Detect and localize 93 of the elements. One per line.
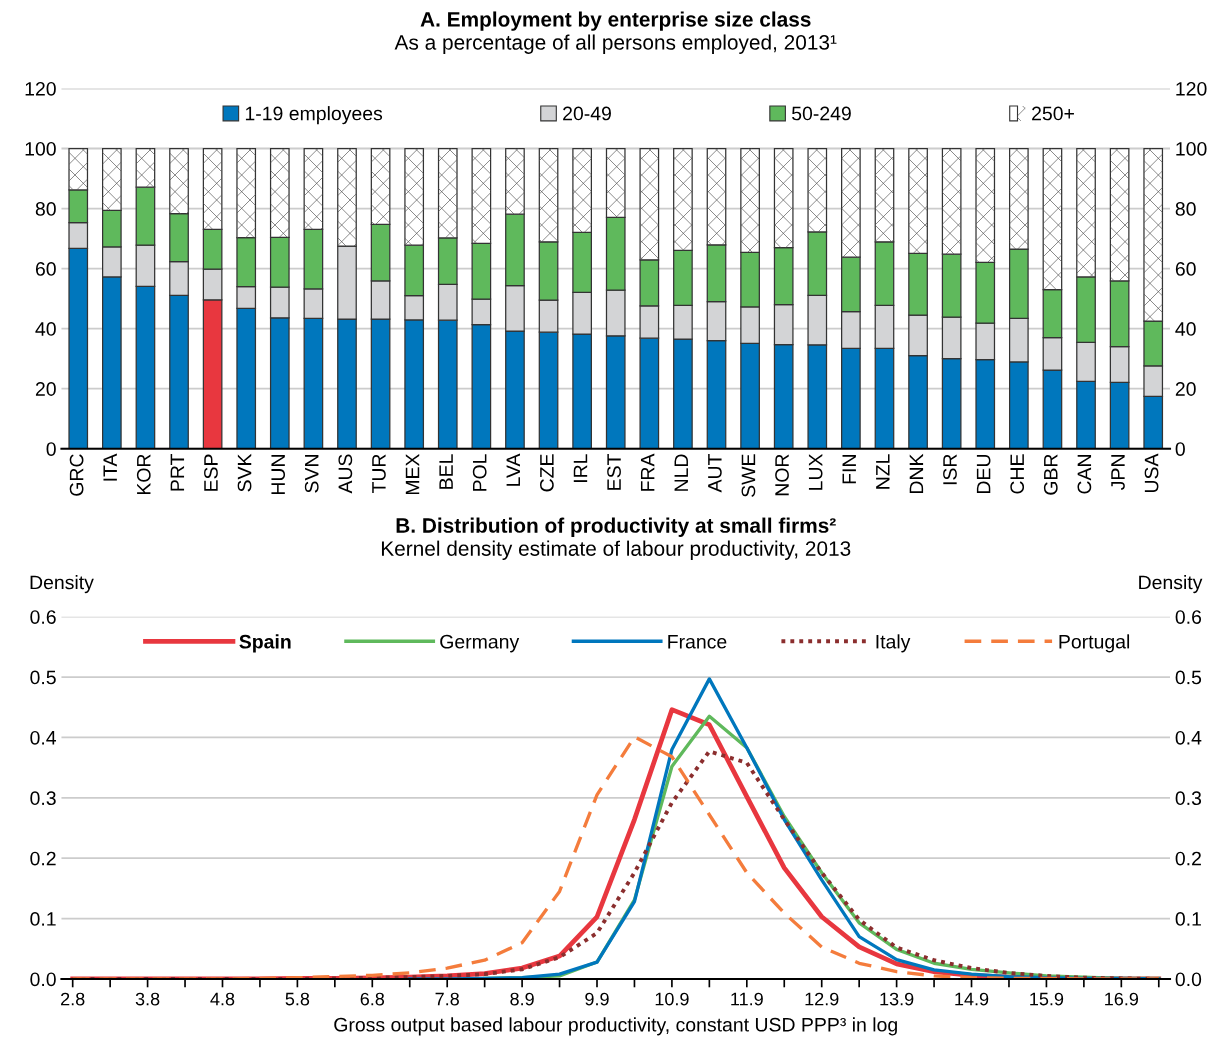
y2-tick-label: 100 (1176, 141, 1207, 156)
x-tick-label: POL (472, 454, 487, 491)
y-tick-label: 0.5 (30, 670, 56, 685)
x-tick-label: LVA (506, 453, 520, 486)
y-tick-label: 0.2 (30, 851, 56, 866)
y-tick-label: 120 (25, 81, 56, 96)
x-tick-label: 4.8 (210, 992, 235, 1006)
x-tick-label: 10.9 (655, 992, 689, 1006)
x-tick-label: FIN (842, 455, 856, 484)
legend-label: 1-19 employees (245, 106, 383, 125)
y2-tick-label: 80 (1175, 202, 1196, 216)
x-tick-label: TUR (372, 454, 386, 494)
x-tick-label: GRC (69, 454, 84, 496)
x-tick-label: IRL (573, 454, 588, 482)
x-tick-label: CAN (1077, 455, 1092, 494)
y2-tick-label: 0.3 (1175, 791, 1202, 806)
y2-tick-label: 0 (1175, 442, 1185, 456)
y-tick-label: 0.3 (30, 791, 56, 806)
chart-subtitle: Kernel density estimate of labour productivity, 2013 (381, 540, 851, 561)
x-tick-label: 3.8 (135, 992, 160, 1006)
x-tick-label: 6.8 (360, 992, 385, 1006)
legend-label: Italy (876, 634, 911, 653)
x-tick-label: 13.9 (880, 992, 914, 1006)
x-tick-label: ISR (943, 454, 957, 485)
x-tick-label: 5.8 (285, 992, 310, 1006)
x-tick-label: NOR (775, 454, 789, 496)
y2-tick-label: 0.6 (1175, 610, 1202, 624)
x-tick-label: MEX (405, 453, 420, 495)
x-tick-label: CZE (539, 454, 554, 492)
x-tick-label: 11.9 (731, 992, 763, 1006)
x-tick-label: DNK (909, 453, 924, 493)
x-tick-label: SVK (237, 453, 252, 492)
x-tick-label: ESP (204, 454, 218, 491)
x-tick-label: ITA (103, 453, 117, 481)
y-tick-label: 40 (35, 322, 56, 336)
legend-label: Spain (239, 634, 291, 653)
legend-label: Portugal (1059, 634, 1130, 653)
y-tick-label: 80 (35, 202, 56, 216)
y-tick-label: 0 (46, 442, 56, 456)
y-tick-label: 100 (25, 141, 56, 156)
chart-subtitle: As a percentage of all persons employed, 2013¹ (394, 34, 837, 54)
x-tick-label: AUS (338, 454, 353, 494)
y-tick-label: 20 (35, 382, 56, 396)
x-axis-title: Gross output based labour productivity, constant USD PPP³ in log (334, 1017, 897, 1036)
x-tick-label: 14.9 (955, 992, 989, 1006)
legend-label: Germany (440, 634, 520, 653)
y2-tick-label: 0.1 (1175, 912, 1201, 926)
chart-title: B. Distribution of productivity at small firms² (396, 517, 836, 537)
x-tick-label: USA (1144, 453, 1159, 493)
x-tick-label: NLD (674, 454, 688, 491)
y2-tick-label: 120 (1176, 81, 1207, 96)
y-tick-label: 0.6 (30, 610, 56, 624)
x-tick-label: 12.9 (805, 992, 839, 1006)
y2-tick-label: 40 (1175, 322, 1196, 336)
y2-tick-label: 20 (1175, 382, 1196, 396)
x-tick-label: JPN (1111, 455, 1125, 490)
x-tick-label: 16.9 (1105, 992, 1139, 1006)
x-tick-label: 7.8 (435, 992, 459, 1006)
legend-label: 50-249 (792, 106, 851, 121)
x-tick-label: CHE (1010, 454, 1025, 494)
legend-label: France (668, 635, 727, 649)
x-tick-label: 8.9 (510, 992, 534, 1006)
x-tick-label: KOR (136, 454, 151, 495)
legend-label: 20-49 (563, 106, 611, 121)
x-tick-label: AUT (708, 453, 722, 493)
legend-label: 250+ (1032, 106, 1074, 121)
line-series (408, 677, 1161, 979)
chart-title: A. Employment by enterprise size class (420, 11, 811, 31)
y2-tick-label: 0.4 (1175, 730, 1202, 745)
x-tick-label: 9.9 (585, 992, 609, 1006)
y2-tick-label: 0.0 (1175, 972, 1202, 987)
y-axis-title: Density (30, 575, 94, 594)
x-tick-label: GBR (1043, 454, 1058, 495)
y2-axis-title: Density (1139, 575, 1203, 594)
y2-tick-label: 0.5 (1175, 670, 1202, 685)
x-tick-label: HUN (271, 455, 286, 495)
x-tick-label: BEL (439, 454, 453, 489)
x-tick-label: LUX (808, 453, 823, 490)
y-tick-label: 60 (35, 262, 56, 276)
x-tick-label: SVN (304, 455, 319, 493)
x-tick-label: PRT (170, 453, 185, 491)
y2-tick-label: 0.2 (1175, 851, 1201, 866)
x-tick-label: NZL (876, 454, 890, 489)
y-tick-label: 0.4 (30, 730, 57, 745)
x-tick-label: FRA (640, 453, 655, 491)
x-tick-label: 2.8 (61, 992, 85, 1006)
x-tick-label: 15.9 (1030, 992, 1064, 1006)
y-tick-label: 0.1 (30, 912, 56, 926)
x-tick-label: DEU (976, 455, 991, 493)
y2-tick-label: 60 (1175, 262, 1196, 276)
y-tick-label: 0.0 (30, 972, 56, 987)
x-tick-label: SWE (741, 454, 756, 497)
x-tick-label: EST (607, 453, 621, 490)
